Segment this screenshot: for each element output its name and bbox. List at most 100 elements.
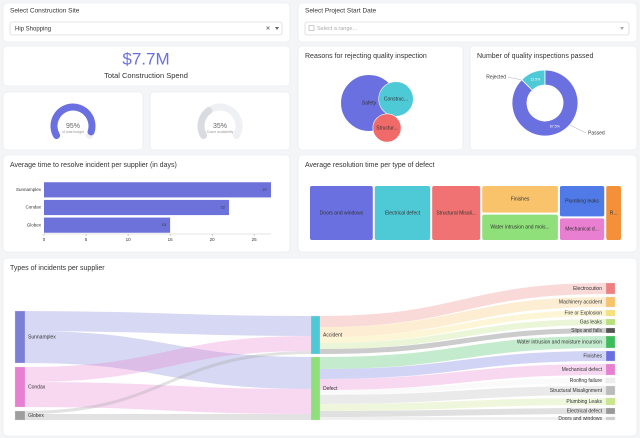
- x-tick-label: 25: [252, 237, 258, 242]
- sankey-link: [24, 331, 312, 389]
- sankey-link: [319, 310, 607, 343]
- y-tick-label: Condax: [25, 205, 41, 210]
- sankey-node: [14, 366, 26, 408]
- sankey-node: [605, 296, 616, 308]
- chart-title: Types of incidents per supplier: [10, 265, 105, 272]
- bubble-label: Structur...: [376, 125, 397, 131]
- sankey-link: [319, 336, 607, 369]
- date-range-input[interactable]: Select a range...: [304, 21, 630, 36]
- treemap-cell: [482, 214, 558, 240]
- kpi-value: $7.7M: [122, 49, 169, 68]
- node-label: Fire or Explosion: [564, 310, 602, 316]
- sankey-link: [319, 364, 607, 390]
- node-label: Structural Misalignment: [550, 388, 603, 394]
- node-label: Plumbing Leaks: [566, 399, 602, 405]
- slice-category: Rejected: [486, 74, 506, 80]
- treemap-cell: [559, 218, 605, 240]
- y-tick-label: Globex: [27, 222, 42, 227]
- gauge-value: [197, 107, 213, 139]
- x-tick-label: 5: [85, 237, 88, 242]
- bubble-label: Construc...: [384, 96, 408, 102]
- bar: [44, 217, 171, 233]
- card: [2, 91, 144, 151]
- sankey-link: [319, 386, 607, 404]
- x-tick-label: 10: [126, 237, 132, 242]
- node-label: Doors and windows: [558, 416, 602, 422]
- node-label: Defect: [323, 386, 338, 392]
- treemap-cell: [606, 186, 621, 240]
- cell-label: Doors and windows: [320, 210, 364, 216]
- sankey-node: [310, 356, 321, 421]
- sankey-node: [14, 310, 26, 364]
- date-input-box[interactable]: [304, 21, 630, 36]
- sankey-node: [14, 410, 26, 421]
- node-label: Accident: [323, 332, 343, 338]
- node-label: Finishes: [583, 353, 602, 359]
- dropdown-value[interactable]: Hip Shopping: [15, 26, 51, 32]
- filter-label: Select Construction Site: [10, 8, 80, 15]
- node-label: Gas leaks: [580, 319, 603, 325]
- gauge-value: [50, 103, 96, 139]
- treemap-cell: [374, 186, 431, 240]
- sankey-node: [605, 327, 616, 334]
- treemap-cell: [310, 186, 373, 240]
- cell-label: Electrical defect: [385, 210, 421, 216]
- bubble-label: Safety: [362, 100, 377, 106]
- bar-value: 22: [221, 205, 226, 210]
- leader-line: [507, 76, 523, 81]
- node-label: Globex: [28, 413, 44, 419]
- gauge-label: 35%: [213, 123, 227, 130]
- sankey-link: [319, 319, 607, 349]
- bar: [44, 199, 229, 216]
- chart-title: Reasons for rejecting quality inspection: [305, 53, 427, 60]
- sankey-link: [319, 378, 607, 395]
- chart-title: Average resolution time per type of defe…: [305, 162, 435, 169]
- node-label: Electrocution: [573, 286, 602, 292]
- sankey-node: [605, 397, 616, 406]
- sankey-node: [605, 377, 616, 384]
- treemap-cell: [559, 186, 605, 217]
- dropdown-box[interactable]: [9, 21, 283, 36]
- sankey-node: [605, 282, 616, 295]
- gauge-subtitle: of total budget: [62, 130, 84, 134]
- card: [2, 45, 291, 87]
- bubble: [378, 81, 414, 117]
- gauge-label: 95%: [66, 123, 80, 130]
- cell-label: Mechanical d...: [565, 226, 599, 232]
- y-tick-label: Sunnamplex: [16, 187, 42, 192]
- sankey-link: [319, 408, 607, 417]
- sankey-link: [24, 336, 312, 382]
- cell-label: R...: [610, 210, 618, 216]
- x-tick-label: 0: [43, 237, 46, 242]
- sankey-node: [605, 416, 616, 421]
- site-dropdown[interactable]: Hip Shopping: [9, 21, 283, 36]
- gauge-subtitle: Crane availability: [207, 130, 234, 134]
- node-label: Slips and falls: [571, 328, 602, 334]
- slice-label: 87.5%: [550, 124, 560, 128]
- date-placeholder[interactable]: Select a range...: [317, 26, 358, 32]
- sankey-link: [319, 283, 607, 327]
- bar-value: 27: [263, 187, 268, 192]
- sankey-link: [319, 297, 607, 337]
- clear-icon[interactable]: [266, 26, 270, 30]
- sankey-node: [605, 407, 616, 415]
- cell-label: Water intrusion and mois...: [490, 225, 549, 231]
- chart-title: Average time to resolve incident per sup…: [10, 162, 177, 169]
- caret-icon[interactable]: [620, 27, 624, 30]
- node-label: Condax: [28, 384, 46, 390]
- treemap-cell: [482, 186, 558, 213]
- chart-title: Number of quality inspections passed: [477, 53, 593, 60]
- sankey-node: [605, 385, 616, 396]
- node-label: Machinery accident: [559, 299, 603, 305]
- cell-label: Plumbing leaks: [565, 198, 599, 204]
- slice-label: 12.5%: [530, 77, 540, 81]
- calendar-icon: [308, 25, 315, 31]
- kpi-label: Total Construction Spend: [104, 71, 188, 80]
- cell-label: Structural Misali...: [436, 210, 476, 216]
- donut-slice: [511, 69, 579, 137]
- bar-value: 15: [162, 222, 167, 227]
- caret-icon[interactable]: [275, 27, 279, 30]
- sankey-link: [319, 328, 607, 354]
- node-label: Mechanical defect: [562, 367, 603, 373]
